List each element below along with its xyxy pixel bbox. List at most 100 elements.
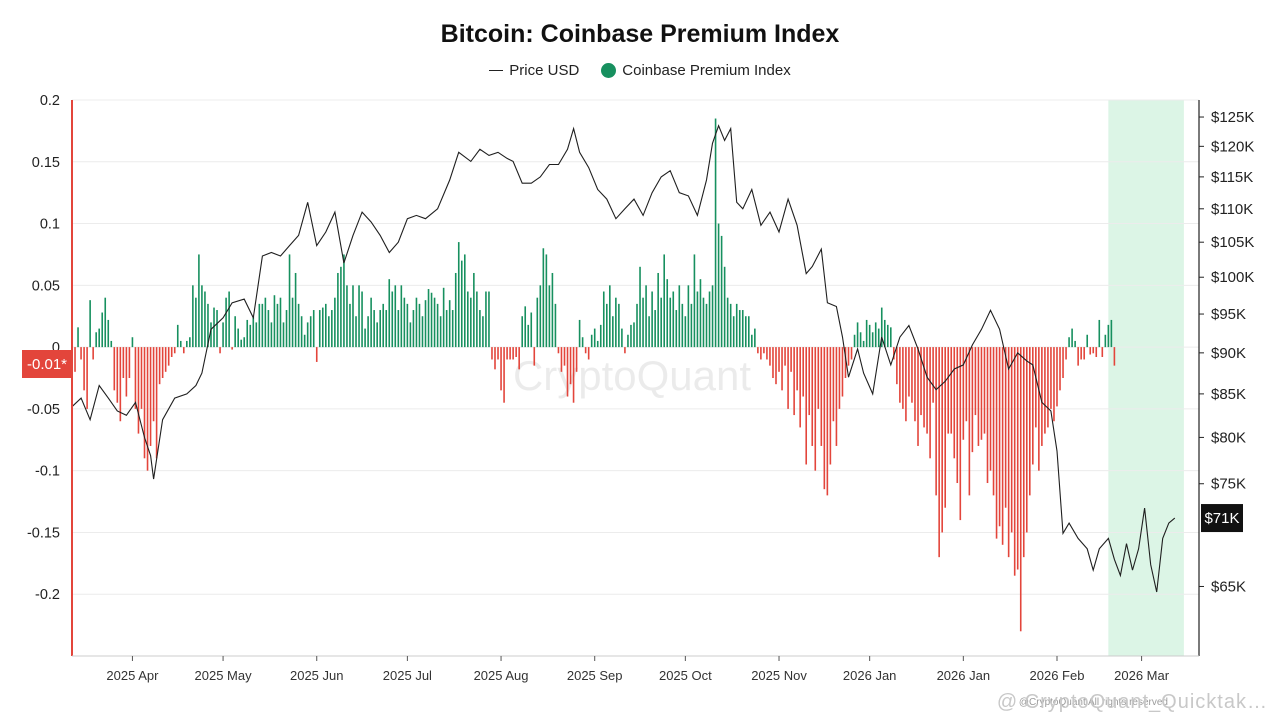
premium-bar: [400, 285, 403, 348]
left-tick-label: -0.2: [35, 587, 60, 603]
premium-bar: [590, 334, 593, 348]
premium-bar: [358, 285, 360, 348]
premium-bar: [237, 328, 239, 348]
premium-bar: [349, 303, 351, 348]
premium-bar: [871, 332, 874, 348]
premium-bar: [778, 347, 780, 372]
premium-bar: [983, 347, 986, 434]
premium-bar: [1080, 347, 1082, 360]
chart-title: Bitcoin: Coinbase Premium Index: [440, 20, 840, 48]
right-axis-ticks: $125K $120K $115K $110K $105K $100K $95K $90K $8…: [1199, 109, 1254, 595]
premium-bar: [627, 334, 629, 348]
premium-bar: [1095, 347, 1098, 357]
premium-bar: [705, 303, 708, 348]
premium-bar: [433, 297, 436, 348]
premium-bar: [1068, 337, 1070, 348]
premium-bar: [325, 303, 327, 348]
premium-bar: [219, 347, 221, 354]
premium-bar: [1035, 347, 1037, 428]
premium-bar: [974, 347, 977, 416]
premium-bar: [838, 347, 841, 409]
current-premium-value: -0.01*: [27, 356, 67, 373]
premium-bar: [890, 327, 892, 348]
premium-bar: [421, 316, 424, 348]
premium-bar: [563, 347, 566, 366]
premium-bar: [173, 347, 176, 354]
premium-bar: [636, 303, 638, 348]
premium-bar: [968, 347, 971, 496]
x-tick-label: 2026 Jan: [937, 668, 991, 683]
left-tick-label: 0.15: [32, 155, 60, 171]
premium-bar: [473, 272, 475, 348]
footer-copyright: @CryptoQuant All rights reserved: [1018, 697, 1168, 708]
premium-bar: [738, 310, 741, 348]
premium-bar: [672, 291, 675, 348]
premium-bar: [720, 235, 723, 348]
premium-bar: [1089, 347, 1092, 355]
premium-bar: [355, 316, 357, 348]
premium-bar: [110, 340, 113, 348]
x-tick-label: 2026 Feb: [1030, 668, 1085, 683]
premium-bar: [179, 340, 182, 348]
premium-bar: [367, 316, 369, 348]
premium-bar: [708, 291, 711, 348]
premium-bar: [609, 285, 611, 348]
premium-bar: [479, 310, 481, 348]
premium-bar: [195, 297, 197, 348]
premium-bar: [769, 347, 771, 366]
premium-bar: [113, 347, 116, 391]
legend-item-price[interactable]: Price USD: [489, 62, 579, 79]
premium-bar: [137, 347, 140, 434]
premium-bar: [702, 297, 705, 348]
legend-item-premium[interactable]: Coinbase Premium Index: [601, 62, 791, 79]
premium-bar: [923, 347, 925, 428]
left-tick-label: 0.2: [40, 93, 60, 109]
premium-bar: [877, 328, 880, 348]
premium-bar: [796, 347, 798, 391]
left-tick-label: -0.05: [27, 402, 60, 418]
premium-bar: [98, 328, 100, 348]
premium-bar: [204, 291, 206, 348]
legend-dot-swatch: [601, 63, 617, 78]
premium-bar: [862, 340, 865, 348]
premium-bar: [1101, 347, 1104, 357]
premium-bar: [654, 310, 656, 348]
premium-bar: [189, 337, 191, 348]
premium-bar: [451, 310, 454, 348]
premium-bar: [243, 337, 246, 348]
premium-bar: [678, 285, 681, 348]
premium-bar: [1086, 334, 1089, 348]
current-price-badge: $71K: [1201, 504, 1243, 533]
premium-bar: [318, 310, 321, 348]
premium-bar: [80, 347, 82, 360]
premium-bar: [757, 347, 759, 354]
premium-bar: [542, 248, 545, 348]
premium-bar: [914, 347, 916, 422]
premium-bar: [971, 347, 974, 453]
premium-bar: [1059, 347, 1061, 391]
premium-bar: [593, 328, 596, 348]
premium-bar: [216, 310, 218, 348]
premium-bar: [566, 347, 569, 397]
premium-bar: [572, 347, 575, 403]
premium-bar: [346, 285, 348, 348]
premium-bar: [192, 285, 194, 348]
premium-bar: [557, 347, 560, 354]
premium-bar: [584, 347, 587, 354]
premium-bar: [1113, 347, 1116, 366]
premium-bar: [521, 316, 523, 348]
x-tick-label: 2025 Apr: [106, 668, 159, 683]
premium-bar: [642, 297, 644, 348]
premium-bar: [941, 347, 943, 533]
premium-bar: [306, 322, 309, 348]
premium-bar: [645, 285, 647, 348]
premium-bar: [343, 254, 345, 348]
premium-bar: [787, 347, 789, 409]
premium-bar: [935, 347, 937, 496]
right-tick-label: $110K: [1211, 201, 1253, 218]
premium-bar: [639, 266, 641, 348]
premium-bar: [865, 319, 868, 348]
premium-bar: [841, 347, 844, 397]
premium-bar: [385, 310, 388, 348]
